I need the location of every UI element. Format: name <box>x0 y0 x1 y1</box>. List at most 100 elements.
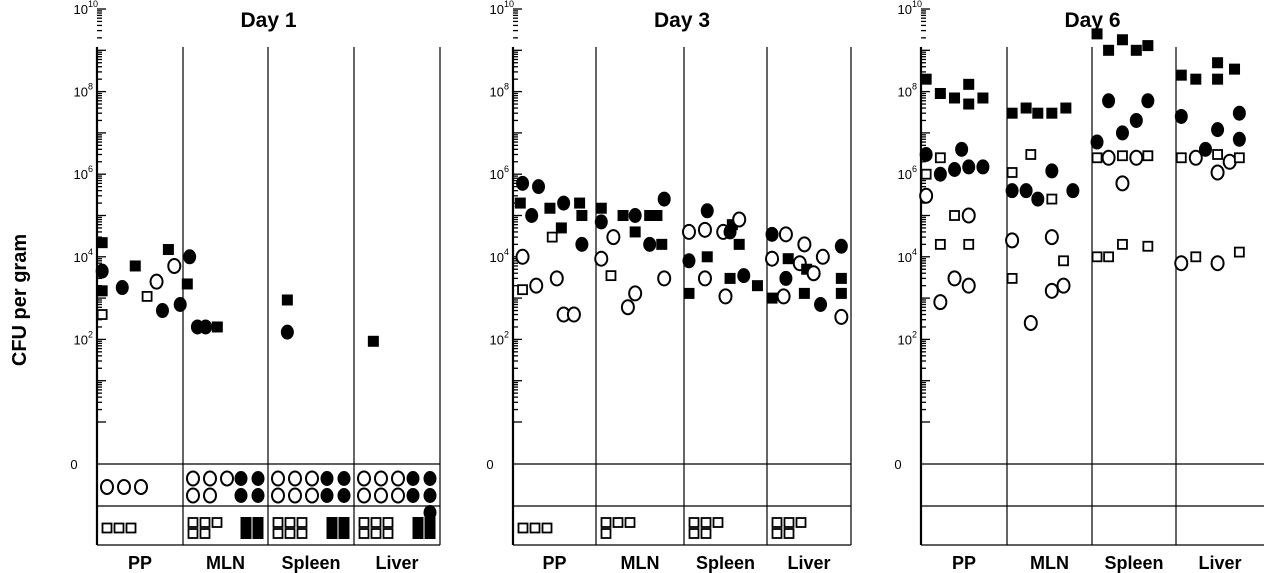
panel-title: Day 1 <box>240 9 296 32</box>
open-circle-marker <box>1210 164 1225 181</box>
open-square-marker <box>382 528 394 539</box>
filled-circle-marker <box>516 175 530 191</box>
open-circle-marker <box>220 470 234 487</box>
filled-square-marker <box>211 321 223 333</box>
tissue-spleen: Spleen <box>1090 28 1164 573</box>
open-square-marker <box>783 528 795 539</box>
filled-circle-marker <box>1066 183 1080 199</box>
filled-circle-marker <box>199 319 213 335</box>
open-square-marker <box>284 528 296 539</box>
tissue-spleen: Spleen <box>681 203 763 573</box>
open-square-marker <box>688 517 700 528</box>
open-circle-marker <box>305 470 319 487</box>
zero-label: 0 <box>486 457 493 472</box>
filled-circle-marker <box>251 471 265 486</box>
filled-circle-marker <box>423 505 437 520</box>
filled-circle-marker <box>234 488 248 503</box>
open-square-marker <box>546 231 558 243</box>
filled-square-marker <box>574 197 586 209</box>
y-axis-label: CFU per gram <box>9 234 31 366</box>
filled-circle-marker <box>525 208 539 223</box>
open-circle-marker <box>203 470 217 487</box>
open-circle-marker <box>186 470 200 487</box>
open-square-marker <box>1046 193 1058 205</box>
open-square-marker <box>1233 152 1245 164</box>
filled-circle-marker <box>183 249 197 265</box>
open-square-marker <box>712 517 724 528</box>
filled-square-marker <box>424 528 436 539</box>
category-label: MLN <box>621 553 660 573</box>
filled-square-marker <box>338 528 350 539</box>
filled-square-marker <box>281 294 293 306</box>
open-square-marker <box>211 517 223 528</box>
open-square-marker <box>700 517 712 528</box>
open-square-marker <box>101 522 113 534</box>
open-circle-marker <box>1174 255 1189 272</box>
open-square-marker <box>296 528 308 539</box>
filled-circle-marker <box>320 471 334 486</box>
open-circle-marker <box>697 270 712 287</box>
open-circle-marker <box>628 285 643 302</box>
filled-circle-marker <box>251 488 265 503</box>
y-tick-label: 10 <box>898 250 912 265</box>
filled-circle-marker <box>406 488 420 503</box>
category-label: MLN <box>1030 553 1069 573</box>
tissue-mln: MLN <box>186 319 265 573</box>
filled-circle-marker <box>173 296 187 312</box>
filled-square-marker <box>424 517 436 528</box>
filled-circle-marker <box>814 296 828 312</box>
open-circle-marker <box>288 470 302 487</box>
filled-square-marker <box>766 292 778 304</box>
open-circle-marker <box>919 187 934 204</box>
open-square-marker <box>1103 251 1114 263</box>
category-label: Spleen <box>1104 553 1163 573</box>
y-tick-label: 10 <box>898 2 912 17</box>
open-circle-marker <box>271 487 285 504</box>
filled-square-marker <box>576 210 588 221</box>
filled-square-marker <box>96 237 108 249</box>
filled-square-marker <box>1060 102 1072 114</box>
open-circle-marker <box>1005 232 1020 249</box>
filled-square-marker <box>595 202 607 214</box>
open-square-marker <box>382 517 394 528</box>
open-square-marker <box>141 290 153 302</box>
filled-circle-marker <box>1090 134 1104 150</box>
open-circle-marker <box>620 299 635 316</box>
filled-circle-marker <box>1031 191 1045 207</box>
open-circle-marker <box>961 277 976 294</box>
filled-circle-marker <box>423 471 437 486</box>
open-square-marker <box>199 517 211 528</box>
open-circle-marker <box>305 487 319 504</box>
open-square-marker <box>358 528 370 539</box>
filled-square-marker <box>934 87 946 99</box>
filled-square-marker <box>1130 44 1142 56</box>
zero-label: 0 <box>894 457 901 472</box>
filled-square-marker <box>1142 40 1154 52</box>
y-tick-label: 10 <box>490 250 504 265</box>
filled-circle-marker <box>1232 105 1246 121</box>
open-circle-marker <box>566 306 581 323</box>
filled-square-marker <box>726 219 738 231</box>
filled-circle-marker <box>948 161 962 177</box>
filled-circle-marker <box>155 303 169 319</box>
filled-square-marker <box>1103 44 1115 56</box>
filled-circle-marker <box>1019 183 1033 199</box>
filled-square-marker <box>798 287 810 299</box>
filled-circle-marker <box>919 146 933 162</box>
open-square-marker <box>1175 152 1187 164</box>
filled-square-marker <box>1032 107 1044 119</box>
filled-square-marker <box>162 244 174 256</box>
open-square-marker <box>187 517 199 528</box>
open-circle-marker <box>1044 229 1059 246</box>
tissue-pp: PP <box>514 175 589 573</box>
open-square-marker <box>605 270 617 282</box>
open-square-marker <box>529 522 541 534</box>
open-square-marker <box>517 284 528 296</box>
open-circle-marker <box>374 487 388 504</box>
y-tick-label: 10 <box>74 332 88 347</box>
open-square-marker <box>1006 272 1018 284</box>
open-square-marker <box>1117 238 1128 250</box>
filled-square-marker <box>683 287 695 299</box>
